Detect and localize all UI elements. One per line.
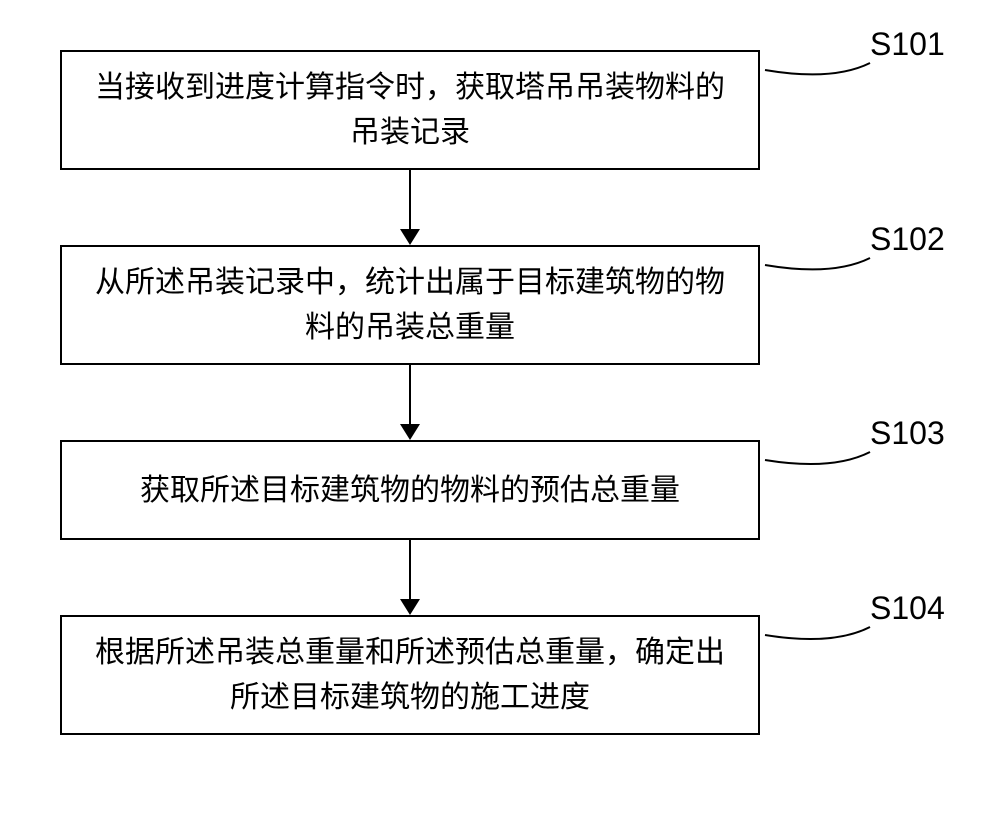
step-text-2: 从所述吊装记录中，统计出属于目标建筑物的物料的吊装总重量 xyxy=(82,260,738,350)
connector-curve-4 xyxy=(755,617,885,650)
flowchart-step-2: 从所述吊装记录中，统计出属于目标建筑物的物料的吊装总重量 xyxy=(60,245,760,365)
step-text-3: 获取所述目标建筑物的物料的预估总重量 xyxy=(140,468,680,513)
step-text-1: 当接收到进度计算指令时，获取塔吊吊装物料的吊装记录 xyxy=(82,65,738,155)
arrow-head-3 xyxy=(400,599,420,615)
step-text-4: 根据所述吊装总重量和所述预估总重量，确定出所述目标建筑物的施工进度 xyxy=(82,630,738,720)
connector-curve-1 xyxy=(755,53,885,85)
flowchart-step-4: 根据所述吊装总重量和所述预估总重量，确定出所述目标建筑物的施工进度 xyxy=(60,615,760,735)
arrow-line-2 xyxy=(409,365,411,424)
connector-curve-2 xyxy=(755,248,885,280)
flowchart-step-3: 获取所述目标建筑物的物料的预估总重量 xyxy=(60,440,760,540)
flowchart-step-1: 当接收到进度计算指令时，获取塔吊吊装物料的吊装记录 xyxy=(60,50,760,170)
arrow-head-1 xyxy=(400,229,420,245)
connector-curve-3 xyxy=(755,442,885,475)
arrow-line-3 xyxy=(409,540,411,599)
arrow-head-2 xyxy=(400,424,420,440)
arrow-line-1 xyxy=(409,170,411,229)
